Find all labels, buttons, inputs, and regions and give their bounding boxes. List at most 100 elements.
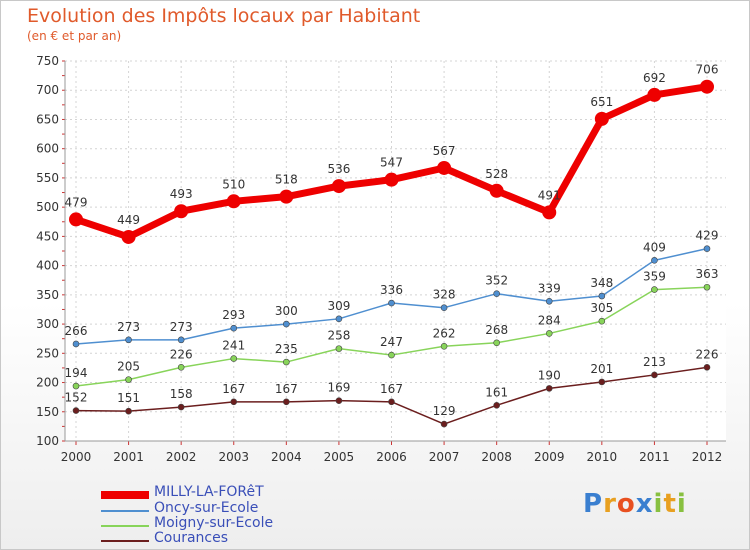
- data-label-milly: 493: [170, 187, 193, 201]
- data-label-oncy: 309: [327, 299, 350, 313]
- data-label-oncy: 266: [65, 324, 88, 338]
- y-tick-label: 150: [36, 405, 59, 419]
- data-point-moigny: [545, 330, 553, 337]
- legend-item-milly: MILLY-LA-FORêT: [101, 484, 401, 502]
- data-label-milly: 528: [485, 167, 508, 181]
- data-label-courances: 161: [485, 385, 508, 399]
- data-label-moigny: 205: [117, 360, 140, 374]
- data-label-milly: 510: [222, 177, 245, 191]
- data-point-oncy: [177, 336, 185, 344]
- data-point-courances: [598, 378, 606, 386]
- data-label-courances: 152: [65, 391, 88, 405]
- legend-swatch-milly: [101, 491, 149, 499]
- data-label-courances: 190: [538, 368, 561, 382]
- data-point-moigny: [651, 286, 658, 293]
- data-point-courances: [177, 403, 185, 411]
- data-label-milly: 567: [433, 144, 456, 158]
- data-point-courances: [230, 398, 238, 406]
- x-tick-label: 2004: [271, 450, 302, 464]
- y-tick-label: 450: [36, 229, 59, 243]
- data-label-milly: 479: [65, 195, 88, 209]
- data-label-courances: 169: [327, 381, 350, 395]
- data-point-moigny: [125, 376, 132, 383]
- data-point-courances: [651, 371, 658, 379]
- x-tick-label: 2006: [376, 450, 407, 464]
- data-label-milly: 692: [643, 71, 666, 85]
- data-point-oncy: [335, 315, 343, 323]
- y-tick-label: 100: [36, 434, 59, 448]
- data-label-milly: 449: [117, 213, 140, 227]
- data-label-milly: 706: [696, 63, 719, 77]
- data-label-oncy: 300: [275, 304, 298, 318]
- data-point-milly: [69, 212, 83, 227]
- data-point-oncy: [230, 324, 238, 332]
- data-label-oncy: 429: [696, 229, 719, 243]
- y-tick-label: 600: [36, 142, 59, 156]
- legend-item-courances: Courances: [101, 530, 401, 548]
- data-label-milly: 518: [275, 173, 298, 187]
- data-point-moigny: [283, 358, 290, 366]
- data-label-courances: 201: [590, 362, 613, 376]
- y-tick-label: 500: [36, 200, 59, 214]
- data-point-oncy: [283, 320, 290, 328]
- data-point-courances: [388, 398, 395, 406]
- legend-label-milly: MILLY-LA-FORêT: [154, 484, 264, 500]
- data-label-oncy: 273: [170, 320, 193, 334]
- chart-title: Evolution des Impôts locaux par Habitant: [27, 5, 421, 27]
- data-label-milly: 651: [590, 95, 613, 109]
- data-label-moigny: 305: [590, 301, 613, 315]
- data-point-oncy: [545, 297, 553, 305]
- data-label-milly: 491: [538, 188, 561, 202]
- data-label-oncy: 348: [590, 276, 613, 290]
- data-label-courances: 213: [643, 355, 666, 369]
- proxiti-logo: Proxiti: [583, 489, 687, 519]
- data-label-moigny: 247: [380, 335, 403, 349]
- data-label-milly: 536: [327, 162, 350, 176]
- data-point-moigny: [388, 351, 395, 359]
- y-tick-label: 750: [36, 54, 59, 68]
- y-tick-label: 400: [36, 259, 59, 273]
- y-tick-label: 700: [36, 83, 59, 97]
- chart-subtitle: (en € et par an): [27, 29, 122, 43]
- data-point-oncy: [72, 340, 80, 348]
- data-point-courances: [493, 402, 500, 409]
- data-point-courances: [283, 398, 290, 406]
- data-label-moigny: 363: [696, 267, 719, 281]
- data-point-oncy: [388, 299, 395, 307]
- data-point-moigny: [72, 382, 80, 390]
- y-tick-label: 650: [36, 112, 59, 126]
- data-point-courances: [72, 407, 80, 414]
- data-point-courances: [440, 420, 448, 428]
- y-tick-label: 300: [36, 317, 59, 331]
- data-label-courances: 151: [117, 391, 140, 405]
- data-label-courances: 158: [170, 387, 193, 401]
- data-label-oncy: 409: [643, 240, 666, 254]
- data-label-moigny: 235: [275, 342, 298, 356]
- data-label-moigny: 226: [170, 347, 193, 361]
- data-label-courances: 167: [222, 382, 245, 396]
- data-label-courances: 226: [696, 347, 719, 361]
- x-tick-label: 2008: [481, 450, 512, 464]
- data-point-milly: [700, 79, 714, 94]
- data-label-moigny: 359: [643, 270, 666, 284]
- data-point-moigny: [230, 355, 238, 362]
- data-point-courances: [703, 364, 711, 371]
- data-label-milly: 547: [380, 156, 403, 170]
- legend-label-oncy: Oncy-sur-Ecole: [154, 500, 259, 516]
- data-label-oncy: 339: [538, 281, 561, 295]
- x-tick-label: 2010: [587, 450, 618, 464]
- legend-swatch-oncy: [101, 510, 149, 512]
- data-label-courances: 129: [433, 404, 456, 418]
- data-point-milly: [279, 189, 294, 204]
- data-label-oncy: 293: [222, 308, 245, 322]
- legend-item-moigny: Moigny-sur-Ecole: [101, 515, 401, 533]
- data-point-oncy: [598, 292, 606, 300]
- data-label-courances: 167: [275, 382, 298, 396]
- legend-swatch-moigny: [101, 525, 149, 527]
- data-point-moigny: [598, 317, 606, 325]
- data-point-milly: [489, 183, 504, 198]
- data-label-moigny: 194: [65, 366, 88, 380]
- data-label-oncy: 273: [117, 320, 140, 334]
- legend-label-courances: Courances: [154, 530, 229, 546]
